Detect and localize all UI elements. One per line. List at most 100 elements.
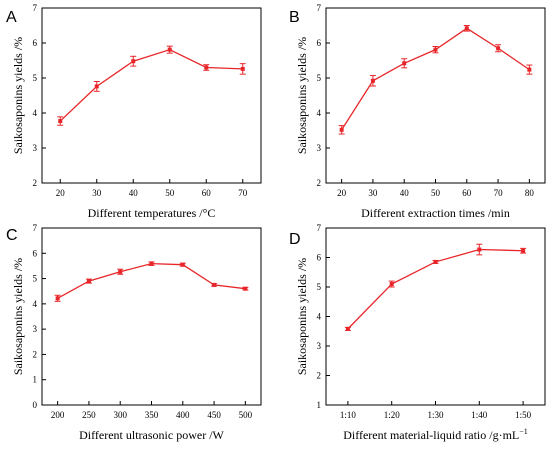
y-tick-label: 7 bbox=[317, 223, 322, 233]
x-tick-label: 60 bbox=[202, 188, 212, 198]
y-tick-label: 1 bbox=[33, 375, 38, 385]
x-tick-label: 400 bbox=[176, 410, 190, 420]
y-tick-label: 6 bbox=[317, 253, 322, 263]
plot-frame bbox=[325, 7, 546, 184]
x-axis-title: Different material-liquid ratio /g·mL−1 bbox=[343, 427, 528, 442]
y-tick-label: 2 bbox=[33, 349, 38, 359]
y-tick-label: 4 bbox=[317, 108, 322, 118]
x-tick-label: 40 bbox=[400, 188, 410, 198]
data-point bbox=[180, 262, 185, 267]
x-axis-title-text: Different extraction times /min bbox=[361, 206, 510, 220]
x-tick-label: 350 bbox=[145, 410, 159, 420]
y-tick-label: 6 bbox=[33, 248, 38, 258]
panel-letter: B bbox=[289, 9, 300, 26]
y-tick-label: 7 bbox=[33, 223, 38, 233]
x-tick-label: 450 bbox=[207, 410, 221, 420]
data-point bbox=[55, 296, 60, 301]
panel-a: A 2 3 4 5 6 7 20 30 40 50 60 70 Different temperature… bbox=[6, 3, 262, 220]
x-axis-title-text: Different ultrasonic power /W bbox=[79, 428, 224, 442]
data-point bbox=[240, 66, 245, 71]
x-tick-label: 60 bbox=[462, 188, 472, 198]
x-tick-label: 250 bbox=[82, 410, 96, 420]
y-tick-label: 5 bbox=[317, 282, 322, 292]
x-tick-label: 1:10 bbox=[340, 410, 357, 420]
y-tick-label: 6 bbox=[33, 38, 38, 48]
x-tick-label: 30 bbox=[92, 188, 102, 198]
data-point bbox=[243, 286, 248, 291]
data-point bbox=[131, 59, 136, 64]
x-tick-label: 40 bbox=[129, 188, 139, 198]
plot-frame bbox=[325, 227, 546, 406]
data-point bbox=[86, 279, 91, 284]
series-line bbox=[341, 27, 530, 131]
data-point bbox=[58, 119, 63, 124]
x-tick-label: 70 bbox=[238, 188, 248, 198]
y-tick-label: 4 bbox=[33, 299, 38, 309]
x-axis-title-text: Different material-liquid ratio /g·mL bbox=[343, 428, 519, 442]
y-axis-title: Saikosaponins yields /% bbox=[295, 258, 309, 375]
data-point bbox=[339, 127, 344, 132]
x-tick-label: 30 bbox=[368, 188, 378, 198]
y-tick-label: 5 bbox=[33, 274, 38, 284]
y-tick-label: 2 bbox=[317, 371, 322, 381]
y-tick-label: 5 bbox=[317, 73, 322, 83]
x-tick-label: 1:40 bbox=[471, 410, 488, 420]
y-tick-label: 5 bbox=[33, 73, 38, 83]
y-tick-label: 3 bbox=[33, 143, 38, 153]
data-point bbox=[433, 47, 438, 52]
y-tick-label: 6 bbox=[317, 38, 322, 48]
data-point bbox=[402, 61, 407, 66]
y-tick-label: 2 bbox=[33, 178, 38, 188]
x-tick-label: 20 bbox=[56, 188, 66, 198]
x-tick-label: 50 bbox=[165, 188, 175, 198]
data-point bbox=[521, 248, 526, 253]
x-axis-title: Different temperatures /°C bbox=[88, 206, 216, 220]
data-point bbox=[149, 261, 154, 266]
data-point bbox=[118, 269, 123, 274]
y-tick-label: 3 bbox=[317, 143, 322, 153]
data-point bbox=[527, 67, 532, 72]
data-point bbox=[94, 84, 99, 89]
y-axis-title: Saikosaponins yields /% bbox=[295, 37, 309, 154]
data-point bbox=[212, 282, 217, 287]
panel-d: D 1 2 3 4 5 6 7 1:10 1:20 1:30 1:40 1:50 Different ma… bbox=[289, 223, 546, 442]
data-point bbox=[496, 46, 501, 51]
x-tick-label: 300 bbox=[113, 410, 127, 420]
data-point bbox=[389, 282, 394, 287]
x-tick-label: 1:20 bbox=[384, 410, 401, 420]
data-point bbox=[370, 78, 375, 83]
y-tick-label: 3 bbox=[317, 341, 322, 351]
panel-letter: C bbox=[6, 227, 18, 244]
x-tick-label: 1:50 bbox=[515, 410, 532, 420]
x-tick-label: 500 bbox=[239, 410, 253, 420]
y-axis-title: Saikosaponins yields /% bbox=[11, 258, 25, 375]
x-axis-title-text: Different temperatures /°C bbox=[88, 206, 216, 220]
data-point bbox=[433, 259, 438, 264]
y-tick-label: 2 bbox=[317, 178, 322, 188]
panel-b: B 2 3 4 5 6 7 20 30 40 50 60 70 80 Different extractio… bbox=[289, 3, 546, 220]
y-tick-label: 4 bbox=[33, 108, 38, 118]
x-tick-label: 70 bbox=[494, 188, 504, 198]
x-tick-label: 1:30 bbox=[427, 410, 444, 420]
data-point bbox=[345, 326, 350, 331]
data-point bbox=[167, 47, 172, 52]
x-axis-title-superscript: −1 bbox=[519, 427, 528, 436]
data-point bbox=[477, 247, 482, 252]
y-tick-label: 3 bbox=[33, 324, 38, 334]
panel-letter: A bbox=[6, 9, 17, 26]
series-line bbox=[57, 263, 246, 299]
x-axis-title: Different ultrasonic power /W bbox=[79, 428, 224, 442]
x-tick-label: 200 bbox=[51, 410, 65, 420]
x-axis-title: Different extraction times /min bbox=[361, 206, 510, 220]
x-tick-label: 50 bbox=[431, 188, 441, 198]
plot-frame bbox=[41, 227, 262, 406]
panel-c: C 0 1 2 3 4 5 6 7 200 250 300 350 400 450 500 Different … bbox=[6, 223, 262, 442]
y-tick-label: 7 bbox=[33, 3, 38, 13]
panel-letter: D bbox=[289, 231, 301, 248]
y-tick-label: 1 bbox=[317, 400, 322, 410]
y-tick-label: 7 bbox=[317, 3, 322, 13]
y-tick-label: 4 bbox=[317, 312, 322, 322]
series-line bbox=[59, 48, 243, 122]
x-tick-label: 20 bbox=[337, 188, 347, 198]
